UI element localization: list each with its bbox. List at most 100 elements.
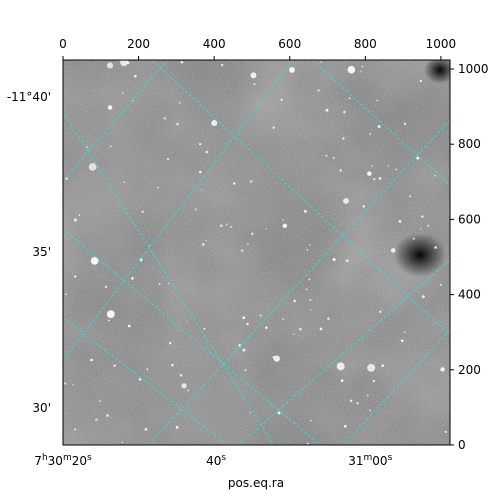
star [310,420,312,422]
star [107,105,113,110]
star [73,218,77,222]
star [361,65,364,68]
star [246,322,249,326]
star [168,341,172,345]
star [179,374,183,377]
star [106,62,114,69]
star [434,174,437,177]
star [373,178,376,181]
star [253,83,256,86]
star [238,344,242,347]
ra-grid-line [63,60,169,182]
star [74,275,77,278]
star [88,163,97,171]
star [229,226,232,228]
star [412,237,415,240]
pixel-y-ticks: 0 200 400 600 800 1000 [450,62,489,452]
star [369,133,372,135]
star [367,171,372,176]
star [265,326,268,329]
star [303,209,307,213]
star [325,108,329,112]
star [444,430,447,433]
ra-grid-line [237,259,450,445]
plot-frame [62,59,451,446]
star [74,428,77,431]
star [416,156,420,160]
star [194,208,197,211]
star [127,324,131,328]
star [282,219,285,221]
star [157,186,159,189]
star [390,248,396,253]
star [163,117,167,120]
star [272,126,275,129]
star [233,182,236,185]
star [400,339,404,343]
star [121,441,124,443]
y-tick-label: 600 [458,212,481,226]
y-tick-label: 200 [458,363,481,377]
ra-tick-label: 31m00s [348,453,392,468]
star [319,327,323,331]
star [201,243,205,246]
star [99,400,101,403]
star [305,288,308,291]
star [167,158,170,160]
dec-grid-line [311,60,450,186]
star [308,278,311,281]
star [381,364,385,368]
star [65,293,67,296]
x-tick-label: 600 [278,37,301,51]
star [398,219,402,223]
star [178,101,181,104]
star [90,257,99,265]
star [342,137,345,140]
star [107,319,110,322]
star [205,150,209,154]
star [146,368,149,371]
star [259,314,262,317]
star [376,99,378,102]
star [187,389,189,392]
dec-grid-line [151,60,450,336]
star [356,402,359,405]
star [309,299,312,302]
dec-tick-label: 30' [32,401,51,415]
star [332,156,335,159]
star [121,91,124,94]
star [343,197,349,204]
star [211,119,218,127]
star [246,243,249,246]
star [306,442,309,445]
star [434,246,437,249]
star [95,418,98,421]
star [306,249,309,251]
star [273,355,280,362]
star [131,277,134,280]
star [419,80,422,83]
star [250,180,253,183]
star [282,223,288,229]
star [167,282,170,285]
star [327,317,330,320]
dec-grid-line [63,228,321,445]
y-tick-label: 800 [458,137,481,151]
star [280,98,283,101]
star [336,362,345,371]
star [395,168,398,171]
x-tick-label: 0 [59,37,67,51]
star [343,424,347,428]
star [420,228,422,230]
star [404,331,406,334]
star [325,154,328,157]
star [320,61,322,63]
star [221,63,224,67]
star [123,181,126,184]
star [409,195,412,198]
star [240,249,244,252]
star [371,165,373,167]
star [345,259,349,263]
star [277,411,281,415]
